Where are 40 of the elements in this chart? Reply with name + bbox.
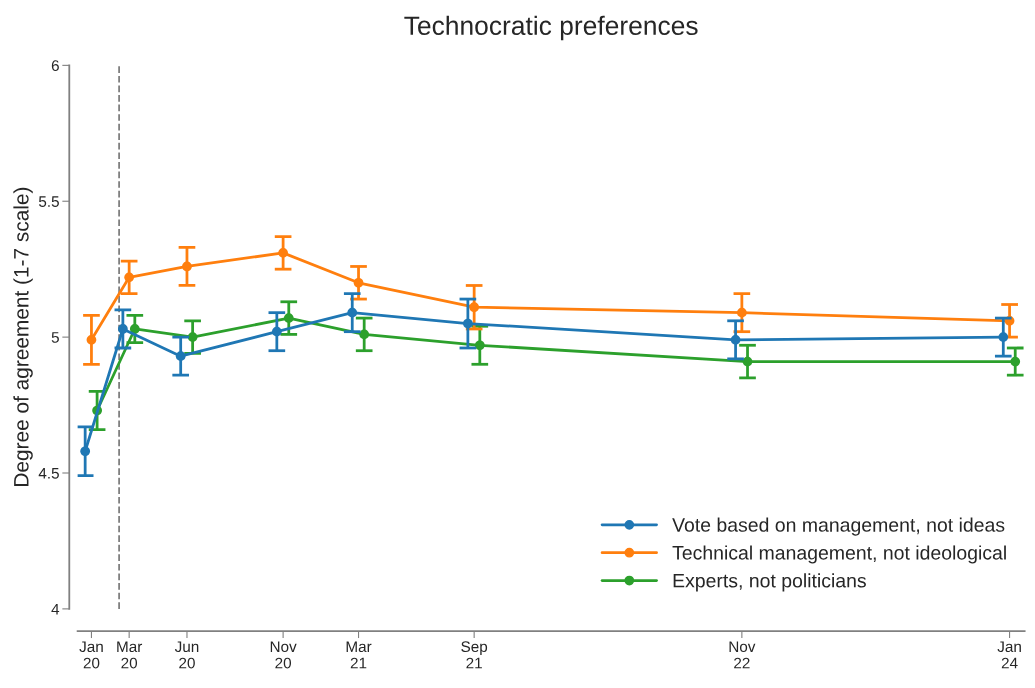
x-tick-label: Jan 24 [997, 641, 1021, 669]
x-tick-label: Nov 20 [270, 641, 297, 669]
x-tick-label: Sep 21 [461, 641, 488, 669]
legend-label: Vote based on management, not ideas [672, 517, 1005, 536]
point [353, 277, 364, 288]
x-tick-label: Jun 20 [174, 641, 199, 669]
chart-title: Technocratic preferences [404, 15, 698, 41]
y-tick-label: 5.5 [38, 196, 59, 207]
x-tick-label: Nov 22 [729, 641, 756, 669]
x-tick-label: Mar 21 [346, 641, 372, 669]
y-tick-label: 6 [51, 60, 59, 72]
y-tick-label: 5 [51, 332, 59, 343]
point [278, 248, 288, 258]
x-tick-label: Jan 20 [79, 641, 103, 669]
point [742, 356, 753, 367]
y-tick-label: 4.5 [38, 468, 59, 479]
point [283, 313, 294, 323]
point [80, 446, 91, 457]
point [118, 324, 128, 334]
point [271, 326, 282, 337]
point [124, 272, 135, 283]
y-axis-title: Degree of agreement (1-7 scale) [13, 187, 33, 486]
point [463, 318, 473, 329]
point [359, 329, 370, 340]
point [469, 302, 480, 313]
legend-label: Technical management, not ideological [672, 545, 1006, 564]
point [182, 261, 192, 272]
x-tick-label: Mar 20 [117, 641, 143, 669]
point [86, 334, 97, 345]
point [175, 351, 186, 361]
point [187, 332, 198, 342]
point [737, 307, 747, 318]
point [1010, 356, 1021, 367]
y-tick-label: 4 [51, 603, 60, 615]
point [474, 340, 485, 351]
point [730, 334, 741, 345]
point [129, 324, 140, 334]
point [998, 332, 1009, 342]
point [347, 307, 358, 318]
legend-label: Experts, not politicians [673, 573, 866, 592]
